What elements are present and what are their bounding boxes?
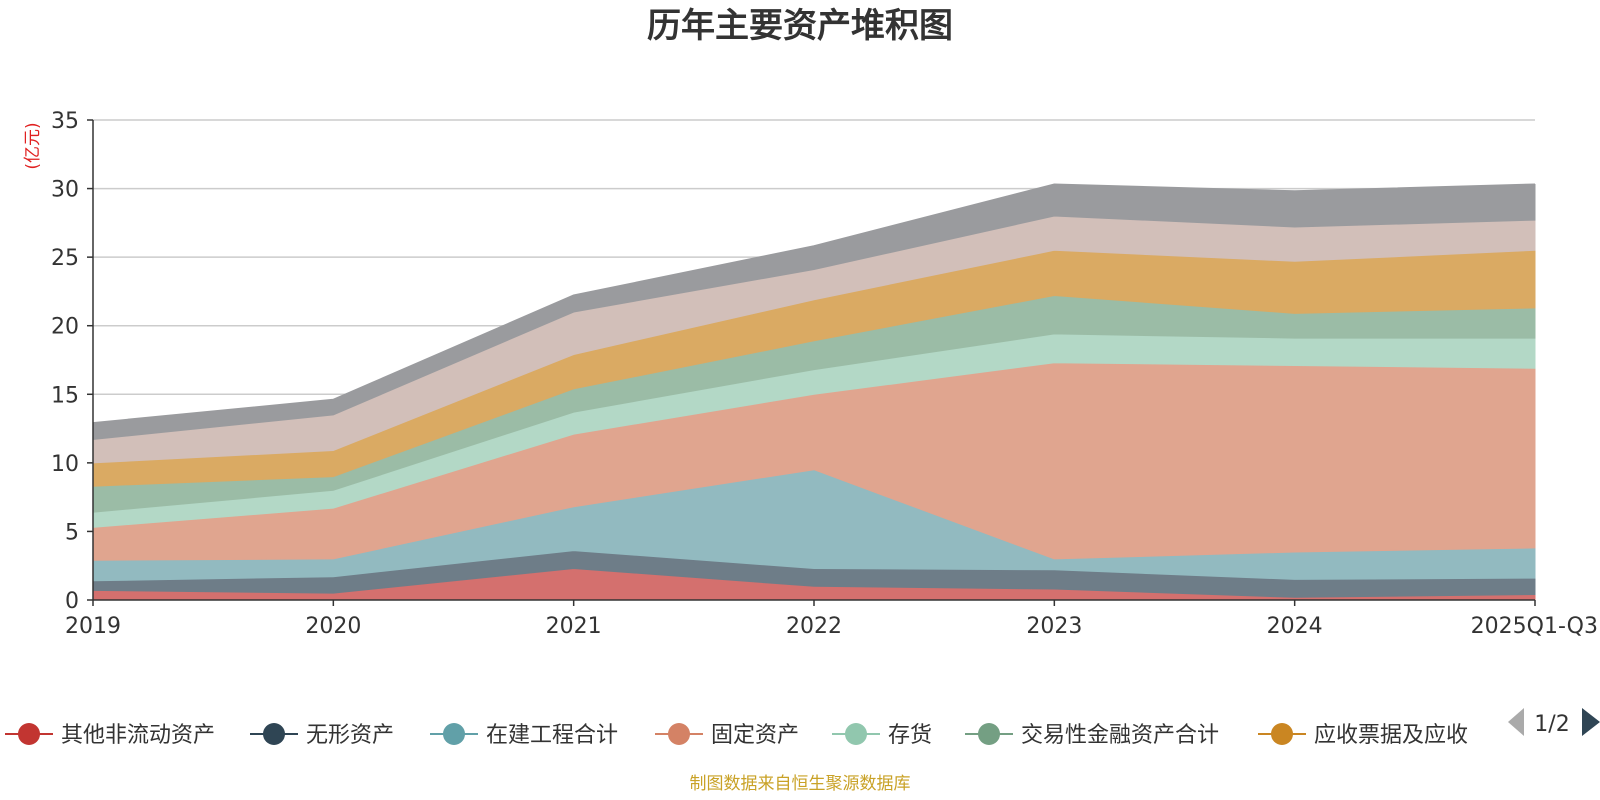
y-tick-label: 15 <box>51 383 79 408</box>
y-tick-label: 5 <box>65 520 79 545</box>
legend-label: 在建工程合计 <box>486 723 618 748</box>
x-tick-label: 2023 <box>1026 614 1082 639</box>
area-series <box>92 183 1536 601</box>
legend-page-indicator: 1/2 <box>1534 712 1569 737</box>
legend-pager: 1/2 <box>1508 708 1600 737</box>
legend-item[interactable]: 应收票据及应收 <box>1258 723 1468 748</box>
legend-marker-icon <box>845 723 867 745</box>
y-tick-label: 35 <box>51 109 79 134</box>
legend-prev-icon[interactable] <box>1508 708 1524 736</box>
legend-label: 其他非流动资产 <box>61 723 215 748</box>
legend-item[interactable]: 无形资产 <box>250 723 394 748</box>
x-tick-label: 2021 <box>546 614 602 639</box>
legend-label: 应收票据及应收 <box>1314 723 1468 748</box>
legend-label: 交易性金融资产合计 <box>1021 723 1219 748</box>
legend-label: 无形资产 <box>306 723 394 748</box>
axes: 0 5 10 15 20 25 30 35 2019 2020 2021 2022 2023 2024 20… <box>51 109 1598 639</box>
legend-marker-icon <box>668 723 690 745</box>
y-axis-label: (亿元) <box>23 122 43 169</box>
area-line-9 <box>92 183 1536 425</box>
data-source-note: 制图数据来自恒生聚源数据库 <box>690 774 911 794</box>
legend-item[interactable]: 固定资产 <box>655 723 799 748</box>
legend-item[interactable]: 存货 <box>832 723 932 748</box>
legend: 其他非流动资产 无形资产 在建工程合计 固定资产 存货 交易性金融资产合计 应收票据及应收 <box>5 723 1468 748</box>
legend-label: 存货 <box>888 723 932 748</box>
y-tick-label: 20 <box>51 315 79 340</box>
x-tick-label: 2022 <box>786 614 842 639</box>
legend-item[interactable]: 交易性金融资产合计 <box>965 723 1219 748</box>
legend-marker-icon <box>1271 723 1293 745</box>
x-tick-label: 2025Q1-Q3 <box>1471 614 1598 639</box>
legend-marker-icon <box>263 723 285 745</box>
x-tick-label: 2020 <box>305 614 361 639</box>
legend-marker-icon <box>443 723 465 745</box>
y-tick-label: 25 <box>51 246 79 271</box>
legend-label: 固定资产 <box>711 723 799 748</box>
legend-marker-icon <box>18 723 40 745</box>
y-tick-label: 30 <box>51 178 79 203</box>
legend-marker-icon <box>978 723 1000 745</box>
x-tick-label: 2024 <box>1267 614 1323 639</box>
chart-title: 历年主要资产堆积图 <box>647 6 953 46</box>
legend-next-icon[interactable] <box>1582 708 1600 736</box>
legend-item[interactable]: 在建工程合计 <box>430 723 618 748</box>
y-tick-label: 10 <box>51 452 79 477</box>
y-tick-label: 0 <box>65 589 79 614</box>
x-tick-label: 2019 <box>65 614 121 639</box>
legend-item[interactable]: 其他非流动资产 <box>5 723 215 748</box>
